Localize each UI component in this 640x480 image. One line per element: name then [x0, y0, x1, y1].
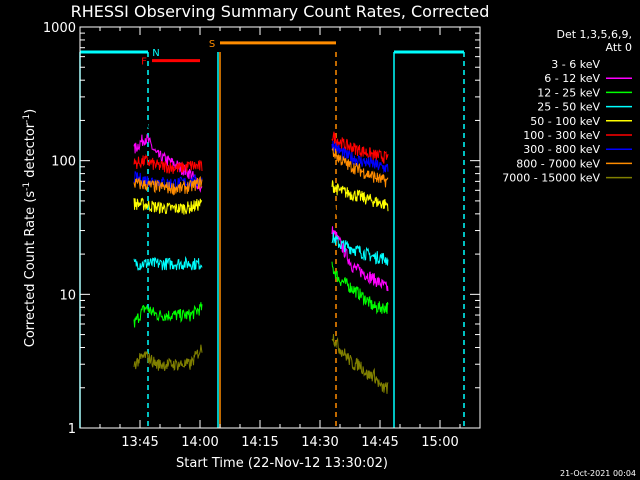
- legend-label-800-7000-kev: 800 - 7000 keV: [516, 157, 600, 170]
- series-line-12-25-kev-b: [331, 261, 389, 315]
- flag-label-s: S: [209, 39, 215, 50]
- y-axis-label-sup1: -1: [22, 182, 32, 191]
- y-axis-label-main: Corrected Count Rate (s: [23, 191, 38, 348]
- legend-label-6-12-kev: 6 - 12 keV: [544, 72, 600, 85]
- chart-title: RHESSI Observing Summary Count Rates, Co…: [71, 2, 490, 21]
- y-axis-label-mid: detector: [23, 122, 38, 182]
- x-tick-label: 14:00: [181, 435, 218, 450]
- y-axis-label-end: ): [23, 109, 38, 114]
- x-axis-label: Start Time (22-Nov-12 13:30:02): [176, 456, 388, 471]
- legend-label-3-6-kev: 3 - 6 keV: [551, 58, 600, 71]
- series-line-50-100-kev-b: [331, 180, 389, 212]
- y-axis-label-sup2: -1: [22, 114, 32, 123]
- series-line-300-800-kev-b: [331, 140, 389, 174]
- legend-label-100-300-kev: 100 - 300 keV: [523, 129, 600, 142]
- series-line-25-50-kev-b: [331, 232, 389, 266]
- series-line-6-12-kev-a: [133, 134, 203, 193]
- legend-header-line1: Det 1,3,5,6,9,: [556, 28, 632, 41]
- axes: 1 10 100 1000 13:45 14:00 14:15 14:30 14:45 15:00: [43, 21, 481, 450]
- y-axis-label: Corrected Count Rate (s-1 detector-1): [22, 109, 38, 347]
- series-line-3-6-kev-b: [331, 195, 389, 429]
- x-tick-label: 14:15: [241, 435, 278, 450]
- series-line-100-300-kev-a: [133, 153, 203, 174]
- x-tick-label: 14:30: [301, 435, 338, 450]
- legend-label-50-100-kev: 50 - 100 keV: [530, 115, 600, 128]
- generation-timestamp: 21-Oct-2021 00:04: [560, 469, 636, 478]
- x-tick-label: 14:45: [361, 435, 398, 450]
- y-tick-label: 10: [59, 288, 76, 303]
- y-tick-label: 100: [51, 155, 76, 170]
- series-line-25-50-kev-a: [133, 255, 203, 271]
- legend-label-300-800-kev: 300 - 800 keV: [523, 143, 600, 156]
- series-line-7000-15000-kev-a: [133, 344, 203, 372]
- series-line-800-7000-kev-b: [331, 146, 389, 188]
- plot-area: NF S: [79, 39, 465, 429]
- legend-label-25-50-kev: 25 - 50 keV: [537, 101, 600, 114]
- flag-label-f: F: [141, 57, 147, 68]
- series-line-12-25-kev-a: [133, 302, 203, 328]
- legend-label-7000-15000-kev: 7000 - 15000 keV: [502, 172, 600, 185]
- series-line-800-7000-kev-a: [133, 175, 203, 196]
- series-line-100-300-kev-b: [331, 131, 389, 164]
- y-tick-label: 1000: [43, 21, 76, 36]
- legend-header-line2: Att 0: [606, 41, 632, 54]
- series-line-7000-15000-kev-b: [331, 334, 389, 394]
- series-line-50-100-kev-a: [133, 197, 203, 215]
- x-tick-label: 15:00: [421, 435, 458, 450]
- legend-label-12-25-kev: 12 - 25 keV: [537, 86, 600, 99]
- flag-label-n: N: [152, 48, 159, 59]
- y-tick-label: 1: [68, 422, 76, 437]
- x-tick-label: 13:45: [121, 435, 158, 450]
- plot-frame: [79, 26, 481, 429]
- series-line-3-6-kev-a: [133, 121, 203, 162]
